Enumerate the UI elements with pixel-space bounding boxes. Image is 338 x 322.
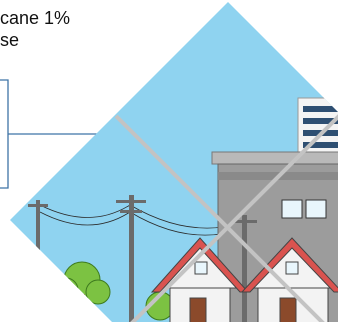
caption-line: cane 1% — [0, 8, 70, 28]
caption-line: se — [0, 30, 19, 50]
callout-box — [0, 79, 112, 189]
